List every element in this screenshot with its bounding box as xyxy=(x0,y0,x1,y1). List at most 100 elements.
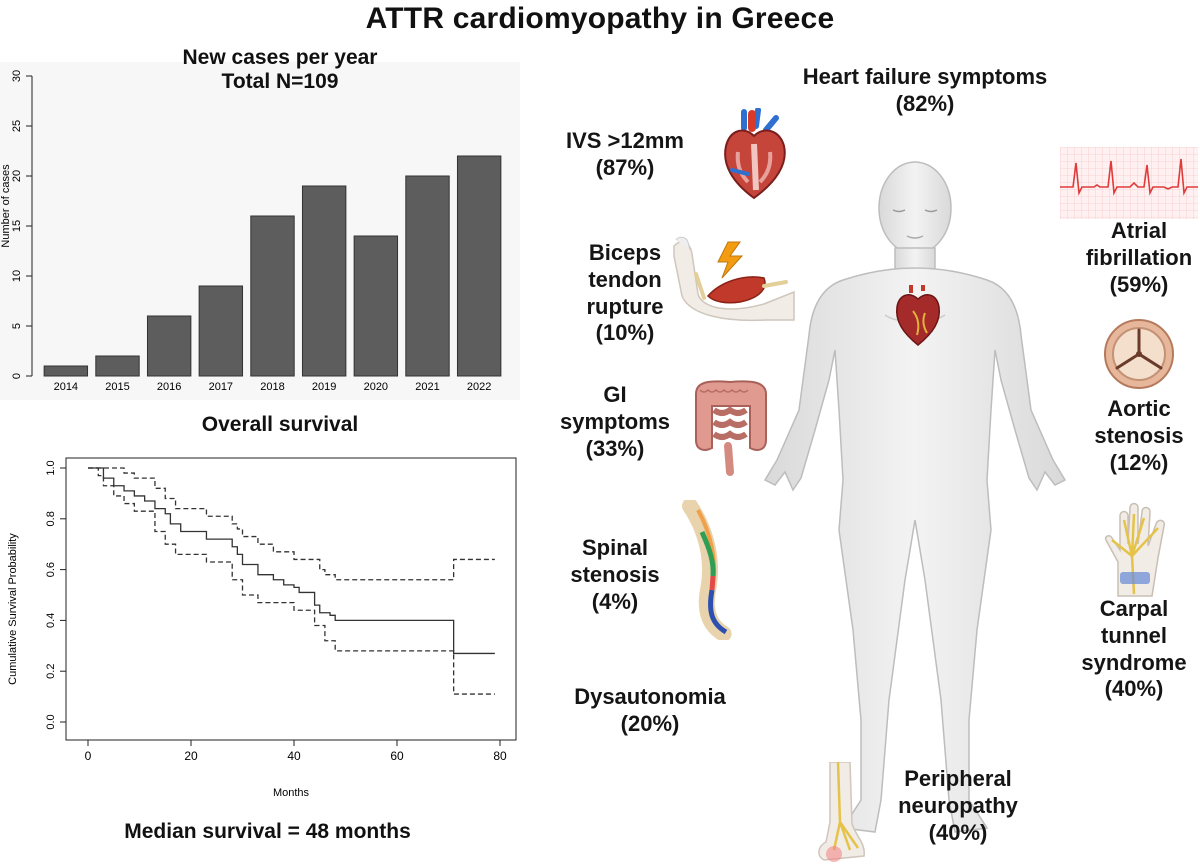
bar-x-tick-label: 2014 xyxy=(54,381,78,393)
survival-x-tick-label: 20 xyxy=(184,749,198,763)
survival-y-tick-label: 0.4 xyxy=(45,613,57,628)
page-title: ATTR cardiomyopathy in Greece xyxy=(365,2,835,35)
label-gi-line1: GI xyxy=(603,382,627,407)
label-gi-line2: symptoms xyxy=(559,408,671,434)
label-spinal: Spinal stenosis (4%) xyxy=(560,535,670,615)
label-gi: GI symptoms (33%) xyxy=(545,382,685,462)
bar-y-tick-label: 30 xyxy=(11,70,23,82)
label-dysautonomia-name: Dysautonomia xyxy=(574,684,726,709)
survival-y-axis-label: Cumulative Survival Probability xyxy=(7,533,19,685)
bar xyxy=(43,365,89,377)
human-body-icon xyxy=(763,161,1067,833)
hand-nerve-icon xyxy=(1104,502,1166,597)
survival-x-tick-label: 80 xyxy=(493,749,507,763)
bar xyxy=(95,355,140,377)
label-carpal-line1: Carpal xyxy=(1099,596,1169,621)
label-ivs-pct: (87%) xyxy=(595,154,655,180)
ecg-icon xyxy=(1060,147,1198,219)
bar-y-tick-label: 25 xyxy=(11,120,23,132)
survival-ci-curve xyxy=(88,467,495,695)
label-biceps-pct: (10%) xyxy=(595,320,655,346)
label-ivs-name: IVS >12mm xyxy=(565,128,684,153)
bar xyxy=(456,155,502,377)
label-heart-failure-name: Heart failure symptoms xyxy=(802,64,1048,89)
label-afib-line1: Atrial xyxy=(1110,218,1168,243)
label-carpal-pct: (40%) xyxy=(1104,676,1164,702)
bar-y-axis-label: Number of cases xyxy=(0,164,12,248)
label-dysautonomia-pct: (20%) xyxy=(620,710,680,736)
label-dysautonomia: Dysautonomia (20%) xyxy=(550,684,750,738)
bar-y-tick-label: 20 xyxy=(11,170,23,182)
spine-icon xyxy=(682,500,732,640)
survival-y-tick-label: 1.0 xyxy=(45,460,57,475)
survival-y-tick-label: 0.0 xyxy=(45,714,57,729)
label-spinal-line1: Spinal xyxy=(581,535,648,560)
bar-x-tick-label: 2020 xyxy=(364,381,388,393)
label-biceps-line2: tendon xyxy=(588,266,662,292)
label-peripheral-line2: neuropathy xyxy=(898,792,1018,818)
bar xyxy=(146,315,192,377)
label-peripheral-pct: (40%) xyxy=(928,819,988,845)
survival-y-tick-label: 0.6 xyxy=(45,562,57,577)
label-spinal-pct: (4%) xyxy=(591,588,639,614)
survival-curve xyxy=(88,467,495,655)
label-aortic: Aortic stenosis (12%) xyxy=(1078,396,1200,476)
label-biceps-line3: rupture xyxy=(586,293,664,319)
survival-x-tick-label: 0 xyxy=(85,749,92,763)
label-peripheral-line1: Peripheral xyxy=(904,766,1012,791)
survival-x-tick-label: 60 xyxy=(390,749,404,763)
label-aortic-line2: stenosis xyxy=(1094,422,1184,448)
label-aortic-pct: (12%) xyxy=(1109,449,1169,475)
label-peripheral: Peripheral neuropathy (40%) xyxy=(878,766,1038,846)
label-carpal: Carpal tunnel syndrome (40%) xyxy=(1068,596,1200,703)
bar xyxy=(353,235,399,377)
label-gi-pct: (33%) xyxy=(585,435,645,461)
bar-y-tick-label: 0 xyxy=(11,373,23,379)
survival-y-tick-label: 0.8 xyxy=(45,511,57,526)
bar-x-tick-label: 2019 xyxy=(312,381,336,393)
label-ivs: IVS >12mm (87%) xyxy=(545,128,705,182)
label-afib: Atrial fibrillation (59%) xyxy=(1078,218,1200,298)
bar xyxy=(301,185,347,377)
aortic-valve-icon xyxy=(1104,319,1174,389)
bar-y-tick-label: 15 xyxy=(11,220,23,232)
heart-icon xyxy=(724,108,786,200)
label-carpal-line3: syndrome xyxy=(1081,649,1187,675)
bar-chart-title-line: New cases per year xyxy=(182,46,378,69)
bar-x-tick-label: 2021 xyxy=(415,381,439,393)
bar-x-tick-label: 2018 xyxy=(260,381,284,393)
bar-x-tick-label: 2017 xyxy=(209,381,233,393)
survival-y-tick-label: 0.2 xyxy=(45,664,57,679)
label-heart-failure: Heart failure symptoms (82%) xyxy=(760,64,1090,118)
bar xyxy=(405,175,450,377)
label-aortic-line1: Aortic xyxy=(1107,396,1171,421)
foot-nerve-icon xyxy=(818,762,865,862)
label-heart-failure-pct: (82%) xyxy=(895,90,955,116)
bar-x-tick-label: 2022 xyxy=(467,381,491,393)
label-spinal-line2: stenosis xyxy=(570,561,660,587)
survival-chart: 0.0 0.2 0.4 0.6 0.8 1.0 0 20 40 60 80 Months Cumulat… xyxy=(7,457,517,799)
survival-ci-curve xyxy=(88,467,495,581)
bar-x-tick-label: 2015 xyxy=(105,381,129,393)
survival-x-axis-label: Months xyxy=(273,787,310,799)
bar-y-tick-label: 10 xyxy=(11,270,23,282)
bar-y-tick-label: 5 xyxy=(11,323,23,329)
bar xyxy=(198,285,244,377)
survival-chart-title: Overall survival xyxy=(201,413,359,436)
bar-chart: 0 5 10 15 20 25 30 Number of cases 2014 2015 2016 2… xyxy=(0,70,502,393)
label-biceps: Biceps tendon rupture (10%) xyxy=(570,240,680,347)
label-carpal-line2: tunnel xyxy=(1101,622,1167,648)
bar xyxy=(250,215,295,377)
survival-plot-frame xyxy=(65,457,517,741)
chest-heart-icon xyxy=(895,285,941,346)
label-afib-line2: fibrillation xyxy=(1085,244,1193,270)
median-survival-annotation: Median survival = 48 months xyxy=(124,820,411,843)
label-biceps-line1: Biceps xyxy=(588,240,662,265)
survival-x-tick-label: 40 xyxy=(287,749,301,763)
arm-tendon-icon xyxy=(673,236,795,322)
bar-x-tick-label: 2016 xyxy=(157,381,181,393)
bar-chart-subtitle: Total N=109 xyxy=(221,70,339,94)
intestine-icon xyxy=(695,380,767,476)
label-afib-pct: (59%) xyxy=(1109,271,1169,297)
bar-chart-title: New cases per year Total N=109 xyxy=(0,46,560,94)
